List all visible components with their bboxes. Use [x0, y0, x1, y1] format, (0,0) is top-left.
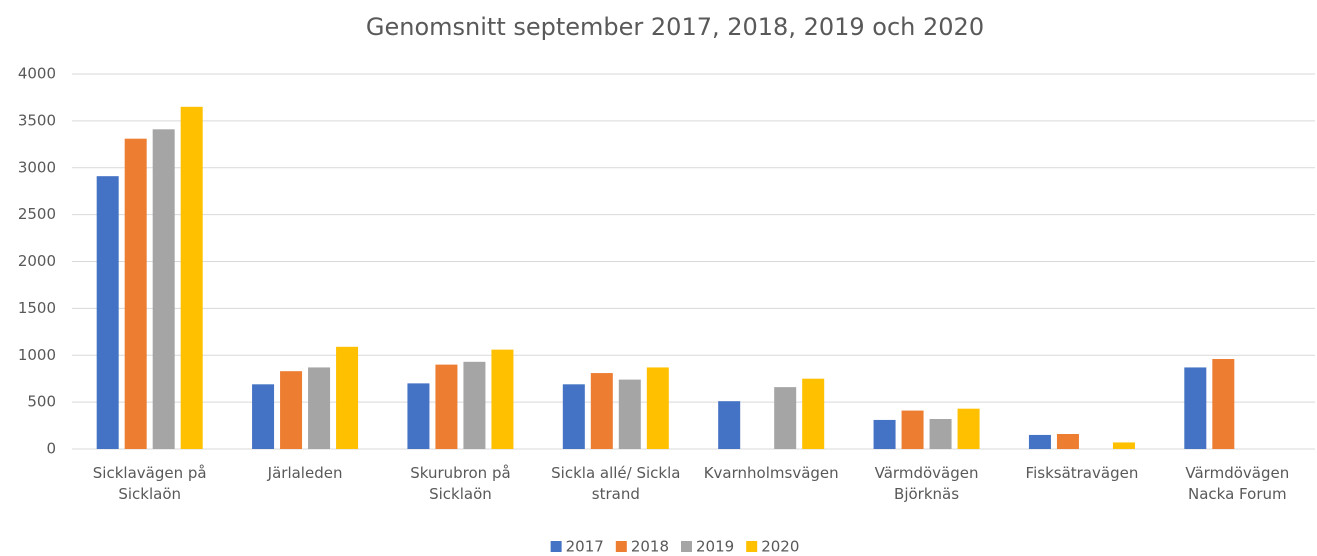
bar: [252, 384, 275, 449]
y-tick-label: 3500: [18, 111, 56, 129]
x-tick-label: Värmdövägen Nacka Forum: [1185, 464, 1290, 503]
chart-title: Genomsnitt september 2017, 2018, 2019 oc…: [366, 13, 984, 41]
y-tick-label: 1500: [18, 299, 56, 317]
legend-label: 2019: [696, 538, 734, 556]
y-tick-label: 2000: [18, 252, 56, 270]
legend-label: 2018: [631, 538, 669, 556]
bar: [1184, 367, 1207, 449]
bar: [618, 379, 641, 449]
bar: [96, 176, 119, 449]
bar: [901, 410, 924, 449]
legend-swatch: [746, 541, 758, 552]
bar: [463, 361, 486, 449]
y-tick-label: 0: [46, 440, 56, 458]
bar: [646, 367, 669, 449]
bar: [873, 419, 896, 449]
bar: [336, 346, 359, 449]
bar: [124, 138, 147, 449]
legend-swatch: [550, 541, 562, 552]
x-tick-label: Järlaleden: [267, 464, 343, 482]
y-tick-label: 3000: [18, 158, 56, 176]
legend-label: 2020: [761, 538, 799, 556]
bar: [1212, 359, 1235, 449]
legend-swatch: [681, 541, 692, 552]
bar: [957, 408, 980, 449]
bar: [590, 373, 613, 449]
bar: [1056, 434, 1079, 449]
x-tick-label: Fisksätravägen: [1025, 464, 1139, 482]
x-tick-label: Kvarnholmsvägen: [703, 464, 839, 482]
x-tick-label: Skurubron på Sicklaön: [410, 464, 511, 503]
x-tick-label: Sickla allé/ Sickla strand: [551, 464, 681, 503]
bar: [802, 378, 825, 449]
bar: [562, 384, 585, 449]
bar: [774, 387, 797, 449]
bar: [152, 129, 175, 449]
bar: [491, 349, 514, 449]
bar: [280, 371, 303, 449]
bar: [407, 383, 430, 449]
x-tick-label: Värmdövägen Björknäs: [874, 464, 979, 503]
bar: [435, 364, 458, 449]
bar: [308, 367, 331, 449]
x-tick-label: Sicklavägen på Sicklaön: [92, 464, 207, 503]
y-tick-label: 4000: [18, 65, 56, 83]
bar: [718, 401, 741, 449]
legend-swatch: [615, 541, 627, 552]
legend-label: 2017: [566, 538, 604, 556]
bar: [1112, 442, 1135, 449]
y-tick-label: 500: [27, 393, 56, 411]
bar: [180, 106, 203, 449]
y-tick-label: 1000: [18, 346, 56, 364]
bar: [1028, 434, 1051, 449]
y-tick-label: 2500: [18, 205, 56, 223]
bar: [929, 419, 952, 449]
